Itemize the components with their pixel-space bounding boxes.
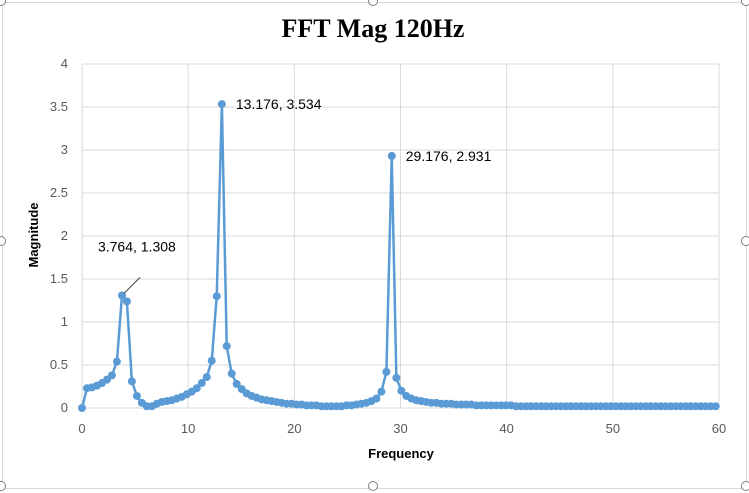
data-label: 3.764, 1.308 [98,239,176,255]
y-tick-label: 1.5 [50,271,68,286]
data-point[interactable] [207,356,216,365]
data-point[interactable] [382,367,391,376]
y-axis-label: Magnitude [26,203,41,268]
y-tick-label: 3 [61,142,68,157]
data-point[interactable] [197,379,206,388]
x-tick-label: 30 [393,421,407,436]
data-label: 29.176, 2.931 [406,148,492,164]
data-point[interactable] [132,391,141,400]
resize-handle-top-center[interactable] [368,0,378,6]
data-point[interactable] [377,387,386,396]
y-tick-label: 0 [61,400,68,415]
data-point[interactable] [392,373,401,382]
series-group [78,100,720,412]
resize-handle-bottom-left[interactable] [0,481,6,491]
y-tick-label: 4 [61,56,68,71]
data-label-leader-line [123,277,141,294]
data-point[interactable] [127,377,136,386]
resize-handle-bottom-center[interactable] [368,481,378,491]
data-point[interactable] [222,342,231,351]
data-point[interactable] [217,100,226,109]
x-tick-label: 40 [499,421,513,436]
data-point[interactable] [202,373,211,382]
x-tick-label: 0 [78,421,85,436]
gridlines [81,63,720,409]
data-point[interactable] [227,369,236,378]
data-point[interactable] [397,386,406,395]
resize-handle-bottom-right[interactable] [741,481,749,491]
data-point[interactable] [711,402,720,411]
data-point[interactable] [78,404,86,412]
data-point[interactable] [112,357,121,366]
resize-handle-top-right[interactable] [741,0,749,6]
data-point[interactable] [232,379,241,388]
y-tick-label: 3.5 [50,99,68,114]
data-point[interactable] [212,292,221,301]
data-point[interactable] [107,371,116,380]
resize-handle-middle-left[interactable] [0,236,6,246]
x-axis-ticks: 0 10 20 30 40 50 60 [78,421,726,436]
x-tick-label: 60 [712,421,726,436]
y-axis-ticks: 0 0.5 1 1.5 2 2.5 3 3.5 4 [50,56,68,415]
x-tick-label: 10 [181,421,195,436]
y-tick-label: 2.5 [50,185,68,200]
resize-handle-top-left[interactable] [0,0,6,6]
data-point[interactable] [372,394,381,403]
data-point[interactable] [387,151,396,160]
data-point[interactable] [192,384,201,393]
data-point[interactable] [122,297,131,306]
y-tick-label: 2 [61,228,68,243]
data-label-group: 3.764, 1.308 13.176, 3.534 29.176, 2.931 [98,96,492,294]
x-tick-label: 50 [606,421,620,436]
y-tick-label: 0.5 [50,357,68,372]
x-axis-label: Frequency [368,446,435,461]
chart-title: FFT Mag 120Hz [282,14,465,43]
y-tick-label: 1 [61,314,68,329]
x-tick-label: 20 [287,421,301,436]
resize-handle-middle-right[interactable] [741,236,749,246]
data-label: 13.176, 3.534 [236,96,322,112]
